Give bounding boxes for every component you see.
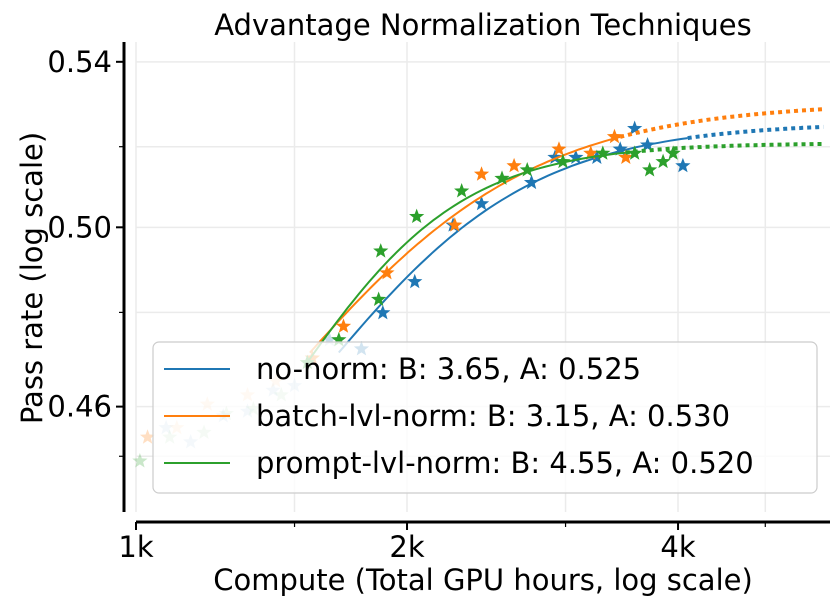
data-point-prompt-lvl-norm — [627, 145, 643, 160]
x-tick-label: 4k — [660, 530, 695, 564]
y-axis-title: Pass rate (log scale) — [15, 132, 49, 424]
data-point-prompt-lvl-norm — [409, 208, 425, 224]
legend-label-batch-lvl-norm: batch-lvl-norm: B: 3.15, A: 0.530 — [256, 399, 730, 433]
x-tick-label: 2k — [389, 530, 424, 564]
data-point-batch-lvl-norm — [506, 157, 522, 173]
fit-line-batch-lvl-norm — [309, 135, 621, 354]
data-point-batch-lvl-norm — [473, 166, 490, 181]
data-point-batch-lvl-norm — [447, 217, 463, 232]
chart-title: Advantage Normalization Techniques — [214, 8, 752, 42]
fit-line-prompt-lvl-norm — [303, 151, 626, 367]
axes — [122, 42, 830, 524]
data-point-no-norm — [639, 137, 656, 152]
fit-line-no-norm — [338, 137, 688, 354]
x-tick-label: 1k — [118, 530, 153, 564]
y-tick-label: 0.50 — [47, 210, 112, 244]
data-point-no-norm — [627, 120, 643, 136]
x-axis-title: Compute (Total GPU hours, log scale) — [213, 563, 753, 597]
data-point-no-norm — [407, 273, 423, 289]
legend-label-prompt-lvl-norm: prompt-lvl-norm: B: 4.55, A: 0.520 — [256, 446, 754, 480]
legend-label-no-norm: no-norm: B: 3.65, A: 0.525 — [256, 352, 641, 386]
data-point-batch-lvl-norm — [335, 318, 352, 333]
data-point-prompt-lvl-norm — [371, 291, 387, 306]
extrapolation-line-prompt-lvl-norm — [625, 142, 824, 155]
data-point-prompt-lvl-norm — [555, 153, 571, 169]
extrapolation-line-no-norm — [687, 124, 824, 141]
legend-box — [152, 341, 818, 494]
data-point-prompt-lvl-norm — [132, 453, 148, 468]
extrapolation-line-batch-lvl-norm — [619, 107, 824, 139]
data-point-prompt-lvl-norm — [331, 331, 347, 347]
data-point-prompt-lvl-norm — [655, 153, 671, 169]
data-point-batch-lvl-norm — [583, 145, 599, 160]
data-point-no-norm — [675, 157, 691, 173]
data-point-batch-lvl-norm — [379, 264, 395, 280]
data-point-no-norm — [523, 174, 540, 190]
data-point-batch-lvl-norm — [606, 128, 623, 144]
data-point-no-norm — [375, 304, 391, 320]
data-point-no-norm — [568, 149, 584, 164]
data-point-prompt-lvl-norm — [454, 183, 470, 198]
data-point-prompt-lvl-norm — [519, 162, 535, 177]
data-point-no-norm — [612, 141, 628, 156]
data-point-batch-lvl-norm — [551, 141, 567, 156]
y-tick-label: 0.54 — [47, 45, 112, 79]
data-point-no-norm — [321, 331, 338, 347]
legend: no-norm: B: 3.65, A: 0.525 batch-lvl-nor… — [152, 341, 818, 494]
data-point-no-norm — [473, 195, 490, 211]
data-point-prompt-lvl-norm — [494, 170, 510, 185]
y-tick-label: 0.46 — [47, 390, 112, 424]
data-point-prompt-lvl-norm — [642, 162, 658, 177]
ticks: 1k 2k 4k 0.46 0.50 0.54 — [47, 45, 766, 564]
data-point-prompt-lvl-norm — [595, 145, 611, 160]
data-point-prompt-lvl-norm — [373, 243, 389, 258]
data-point-batch-lvl-norm — [618, 149, 634, 164]
data-point-prompt-lvl-norm — [665, 145, 681, 160]
data-point-batch-lvl-norm — [139, 429, 156, 444]
data-point-no-norm — [547, 149, 563, 164]
